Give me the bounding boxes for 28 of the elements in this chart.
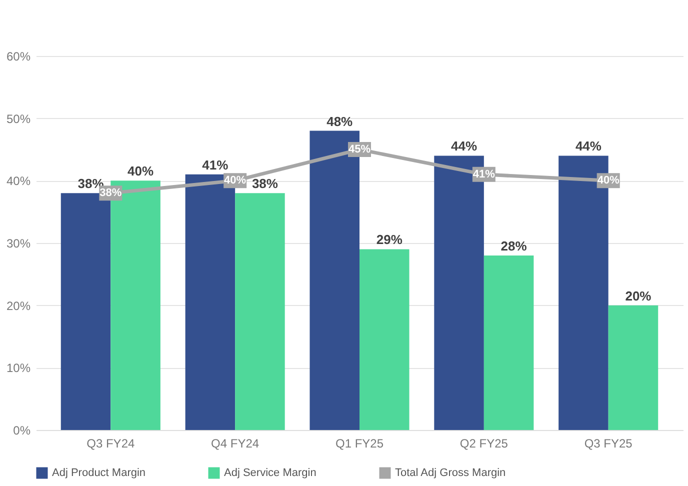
x-tick-label: Q2 FY25 xyxy=(460,436,508,450)
x-tick-label: Q1 FY25 xyxy=(335,436,384,450)
legend-label: Adj Product Margin xyxy=(52,467,146,479)
data-label: 29% xyxy=(376,232,403,248)
bar xyxy=(484,255,534,430)
bar xyxy=(235,193,285,430)
x-tick-label: Q3 FY24 xyxy=(86,436,135,450)
y-tick-label: 40% xyxy=(6,174,31,188)
legend-label: Total Adj Gross Margin xyxy=(395,467,506,479)
data-label: 20% xyxy=(625,288,652,304)
data-label: 40% xyxy=(128,164,154,179)
x-tick-label: Q3 FY25 xyxy=(584,436,633,450)
data-label: 38% xyxy=(252,176,278,192)
y-tick-label: 30% xyxy=(6,236,31,250)
data-label: 28% xyxy=(500,238,528,254)
y-tick-label: 0% xyxy=(13,424,31,438)
y-tick-label: 50% xyxy=(6,112,31,126)
y-tick-label: 60% xyxy=(6,50,31,64)
data-label: 44% xyxy=(451,138,478,154)
x-tick-label: Q4 FY24 xyxy=(211,436,260,450)
y-tick-label: 10% xyxy=(6,361,31,376)
data-label: 48% xyxy=(326,114,354,129)
bar xyxy=(360,249,410,430)
legend-label: Adj Service Margin xyxy=(224,467,316,479)
data-label: 44% xyxy=(575,138,602,154)
y-tick-label: 20% xyxy=(6,298,31,313)
bar xyxy=(608,305,658,430)
data-label: 41% xyxy=(202,157,229,172)
